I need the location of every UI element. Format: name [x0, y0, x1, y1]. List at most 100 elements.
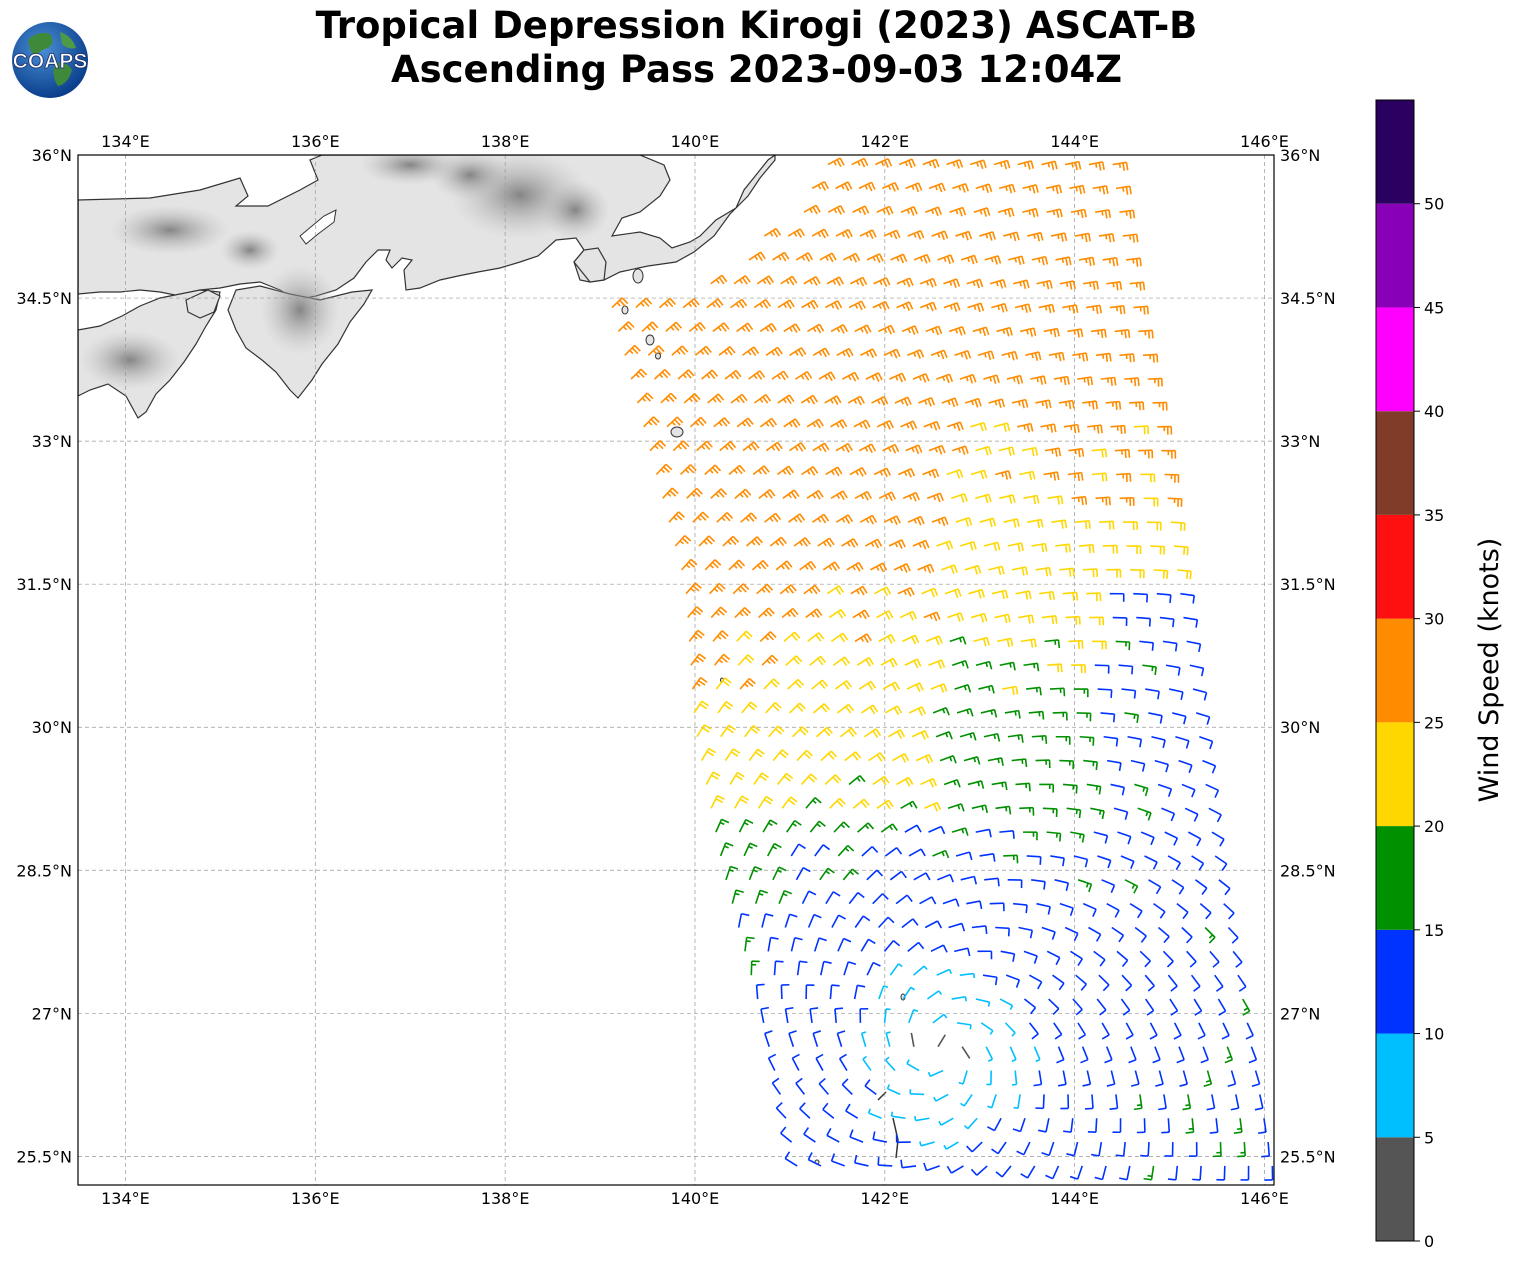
wind-barb-feather: [836, 800, 844, 808]
wind-barb-feather: [834, 561, 841, 570]
wind-barb-staff: [973, 636, 988, 643]
wind-barb: [1065, 615, 1081, 625]
wind-barb-feather: [1130, 861, 1135, 870]
wind-barb: [789, 442, 807, 452]
wind-barb-staff: [951, 1165, 964, 1174]
wind-barb-feather: [866, 491, 872, 499]
wind-barb-feather: [1108, 209, 1112, 218]
wind-barb-staff: [971, 804, 986, 810]
wind-barb: [785, 655, 803, 666]
wind-barb: [1158, 1094, 1167, 1111]
wind-barb: [1140, 1142, 1150, 1157]
wind-barb-feather: [1132, 353, 1135, 362]
wind-barb-feather: [895, 230, 901, 238]
wind-barb-feather: [784, 1151, 791, 1159]
wind-barb-staff: [866, 962, 874, 976]
wind-barb-feather: [861, 611, 867, 620]
wind-barb: [1209, 950, 1220, 968]
wind-barb-feather: [798, 843, 806, 850]
wind-barb-staff: [807, 914, 815, 928]
wind-barb: [806, 418, 824, 429]
wind-barb: [1023, 494, 1040, 505]
wind-barb: [790, 936, 803, 952]
wind-barb: [1109, 1094, 1119, 1110]
wind-barb: [915, 753, 934, 764]
wind-barb-feather: [919, 230, 925, 239]
wind-barb-feather: [890, 325, 896, 334]
wind-barb: [858, 680, 877, 691]
wind-barb: [1139, 950, 1151, 968]
wind-barb-feather: [1078, 616, 1081, 625]
lat-tick-label-left: 33°N: [32, 432, 72, 451]
wind-barb-feather: [903, 590, 907, 596]
wind-barb-feather: [755, 751, 763, 758]
wind-barb-staff: [822, 1108, 835, 1119]
wind-barb-staff: [894, 396, 909, 404]
wind-barb-feather: [1133, 885, 1139, 894]
wind-barb-feather: [693, 490, 701, 498]
wind-barb-feather: [797, 678, 805, 686]
wind-barb-staff: [910, 1032, 915, 1047]
wind-barb: [1129, 401, 1145, 411]
wind-barb: [1050, 232, 1068, 242]
wind-barb-feather: [864, 185, 868, 190]
wind-barb: [932, 849, 950, 859]
wind-barb: [795, 1077, 806, 1095]
wind-barb-feather: [1018, 401, 1021, 406]
wind-barb: [963, 756, 981, 765]
wind-barb-feather: [875, 566, 880, 571]
wind-barb: [1001, 350, 1019, 361]
wind-barb-feather: [905, 778, 911, 787]
wind-barb-feather: [1235, 961, 1243, 968]
colorbar-bin: [1376, 618, 1414, 723]
wind-barb-feather: [1124, 811, 1129, 820]
wind-barb-feather: [759, 398, 764, 403]
wind-barb: [1022, 207, 1039, 218]
wind-barb-feather: [911, 185, 915, 191]
wind-barb-staff: [1081, 1046, 1089, 1060]
wind-barb-feather: [938, 1120, 942, 1126]
wind-barb: [666, 416, 684, 428]
chart-title: Tropical Depression Kirogi (2023) ASCAT-…: [0, 4, 1513, 92]
wind-barb-feather: [1011, 184, 1016, 193]
wind-barb-feather: [747, 654, 755, 661]
wind-barb-staff: [991, 589, 1006, 595]
wind-barb-staff: [1086, 783, 1101, 788]
wind-barb-feather: [992, 231, 996, 240]
wind-barb-feather: [964, 183, 970, 192]
wind-barb-staff: [842, 868, 853, 881]
wind-barb: [1005, 974, 1021, 988]
wind-barb: [835, 181, 853, 192]
wind-barb-staff: [997, 637, 1012, 643]
wind-barb-feather: [696, 487, 703, 495]
wind-barb-feather: [700, 350, 705, 355]
wind-barb: [728, 464, 746, 476]
wind-barb-feather: [1115, 1154, 1124, 1157]
wind-barb-feather: [1145, 811, 1149, 817]
wind-barb-feather: [1053, 423, 1057, 433]
wind-barb: [1097, 688, 1113, 698]
wind-barb-feather: [1024, 566, 1029, 576]
wind-barb-feather: [1001, 566, 1005, 575]
wind-barb-feather: [953, 303, 958, 312]
wind-barb: [685, 582, 702, 595]
wind-barb-feather: [1185, 1103, 1190, 1107]
wind-barb-feather: [742, 583, 750, 591]
wind-barb: [999, 830, 1015, 839]
wind-barb: [1087, 1118, 1098, 1134]
wind-barb-feather: [862, 277, 868, 285]
wind-barb-feather: [708, 747, 716, 754]
wind-barb-feather: [1191, 789, 1196, 798]
wind-barb-staff: [1062, 1070, 1067, 1085]
wind-barb-staff: [799, 1108, 811, 1119]
wind-barb-feather: [1158, 1107, 1167, 1111]
wind-barb-feather: [1233, 1131, 1242, 1134]
wind-barb: [715, 818, 730, 833]
wind-barb: [876, 419, 894, 430]
wind-barb-feather: [1039, 376, 1044, 385]
wind-barb: [943, 1141, 959, 1150]
wind-barb-staff: [1023, 998, 1036, 1009]
wind-barb-feather: [711, 466, 719, 474]
wind-barb-feather: [684, 535, 692, 542]
wind-barb-feather: [1044, 400, 1049, 409]
